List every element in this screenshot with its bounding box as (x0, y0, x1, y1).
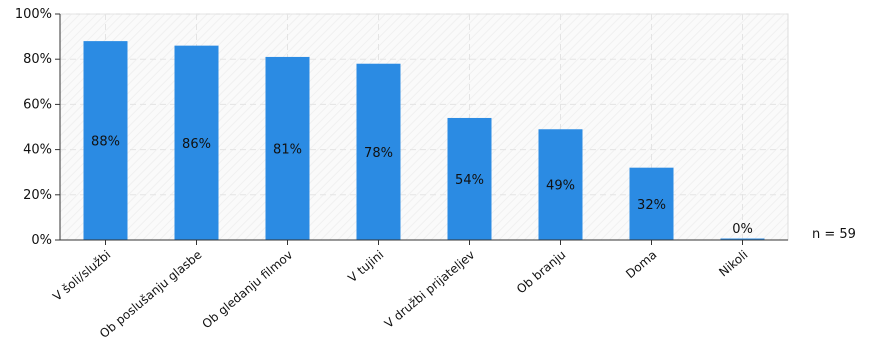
y-tick-label: 60% (23, 97, 52, 112)
bar-layer (83, 41, 765, 241)
plot-background (59, 13, 789, 241)
bar (174, 45, 219, 240)
x-tick-label: Nikoli (716, 248, 750, 280)
bar-value-label: 32% (637, 198, 666, 213)
y-tick-label: 100% (15, 7, 52, 22)
x-tick-label: V tujini (345, 248, 386, 286)
bar (265, 56, 310, 240)
y-tick-label: 80% (23, 52, 52, 67)
bar-value-label: 0% (732, 222, 753, 237)
bar-value-label: 78% (364, 146, 393, 161)
sample-size-label: n = 59 (812, 227, 856, 242)
x-tick-label: Ob poslušanju glasbe (97, 248, 204, 341)
bar (447, 117, 492, 240)
y-tick-label: 40% (23, 143, 52, 158)
bar (720, 238, 765, 240)
bar (629, 167, 674, 240)
bar-value-label: 88% (91, 135, 120, 150)
x-tick-label: Ob gledanju filmov (199, 248, 295, 332)
bar-value-label: 49% (546, 179, 575, 194)
bar-value-label: 81% (273, 142, 302, 157)
bar (356, 63, 401, 240)
bar-value-label: 54% (455, 173, 484, 188)
bar-value-label: 86% (182, 137, 211, 152)
y-tick-label: 20% (23, 188, 52, 203)
x-tick-label: V družbi prijateljev (382, 248, 478, 331)
x-tick-label: Doma (623, 248, 659, 282)
bar (83, 41, 128, 241)
y-tick-label: 0% (31, 233, 52, 248)
x-tick-label: V šoli/službi (50, 248, 113, 304)
bar (538, 129, 583, 240)
axis-layer: 0% 20% 40% 60% 80% 100% (15, 7, 788, 248)
x-tick-label: Ob branju (514, 248, 568, 297)
